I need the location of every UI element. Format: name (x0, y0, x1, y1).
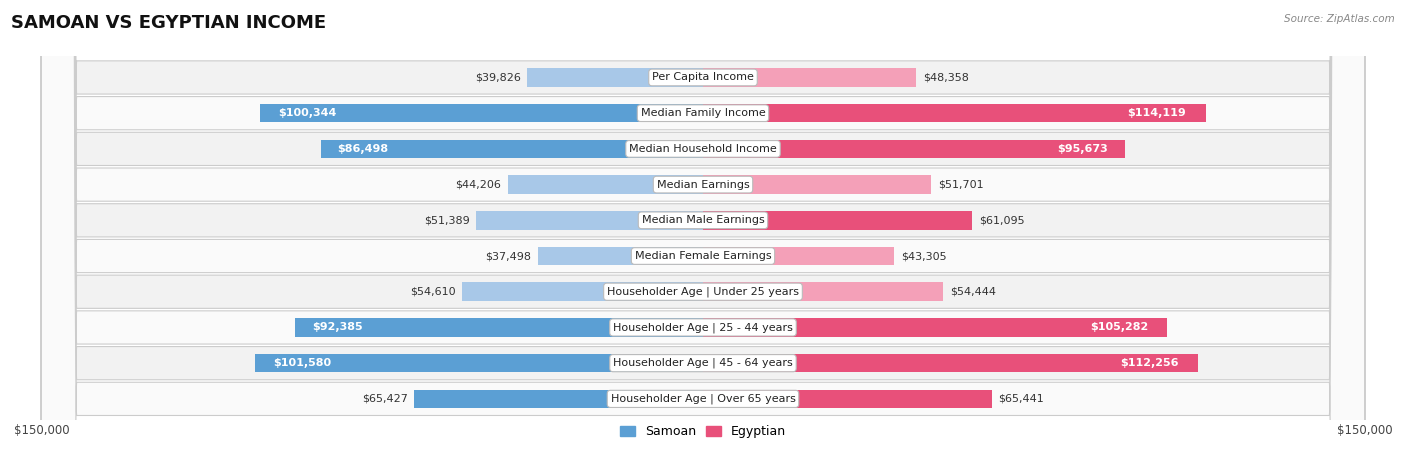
Text: $39,826: $39,826 (475, 72, 520, 83)
Text: $61,095: $61,095 (979, 215, 1025, 225)
Bar (703, 283, 943, 301)
FancyBboxPatch shape (41, 0, 1365, 467)
Bar (703, 247, 894, 265)
Text: $43,305: $43,305 (901, 251, 946, 261)
FancyBboxPatch shape (41, 0, 1365, 467)
Text: Median Household Income: Median Household Income (628, 144, 778, 154)
Bar (703, 389, 991, 408)
FancyBboxPatch shape (41, 0, 1365, 467)
Bar (703, 104, 1206, 122)
Bar (260, 104, 703, 122)
Text: $65,427: $65,427 (361, 394, 408, 404)
Text: $86,498: $86,498 (336, 144, 388, 154)
FancyBboxPatch shape (41, 0, 1365, 467)
Text: Median Family Income: Median Family Income (641, 108, 765, 118)
Text: Median Earnings: Median Earnings (657, 180, 749, 190)
Text: $48,358: $48,358 (922, 72, 969, 83)
Bar (463, 283, 703, 301)
Bar (537, 247, 703, 265)
FancyBboxPatch shape (41, 0, 1365, 467)
Bar (703, 211, 973, 230)
Text: Householder Age | Over 65 years: Householder Age | Over 65 years (610, 394, 796, 404)
Text: $92,385: $92,385 (312, 322, 363, 333)
Text: Median Male Earnings: Median Male Earnings (641, 215, 765, 225)
Text: Median Female Earnings: Median Female Earnings (634, 251, 772, 261)
Text: $51,389: $51,389 (425, 215, 470, 225)
Bar (703, 318, 1167, 337)
Bar (254, 354, 703, 373)
Text: Householder Age | 45 - 64 years: Householder Age | 45 - 64 years (613, 358, 793, 368)
FancyBboxPatch shape (41, 0, 1365, 467)
Text: $114,119: $114,119 (1128, 108, 1187, 118)
Text: $54,444: $54,444 (950, 287, 995, 297)
Text: $51,701: $51,701 (938, 180, 983, 190)
Text: $44,206: $44,206 (456, 180, 502, 190)
FancyBboxPatch shape (41, 0, 1365, 467)
Text: $65,441: $65,441 (998, 394, 1045, 404)
Bar (477, 211, 703, 230)
Bar (295, 318, 703, 337)
Bar (703, 68, 917, 87)
Text: $95,673: $95,673 (1057, 144, 1108, 154)
Bar (415, 389, 703, 408)
Bar (322, 140, 703, 158)
Text: Householder Age | Under 25 years: Householder Age | Under 25 years (607, 286, 799, 297)
Text: $54,610: $54,610 (411, 287, 456, 297)
Bar (527, 68, 703, 87)
Text: Source: ZipAtlas.com: Source: ZipAtlas.com (1284, 14, 1395, 24)
Bar (703, 354, 1198, 373)
FancyBboxPatch shape (41, 0, 1365, 467)
Text: $37,498: $37,498 (485, 251, 531, 261)
FancyBboxPatch shape (41, 0, 1365, 467)
Bar (703, 140, 1125, 158)
Text: $101,580: $101,580 (273, 358, 330, 368)
Text: $112,256: $112,256 (1119, 358, 1178, 368)
Text: Householder Age | 25 - 44 years: Householder Age | 25 - 44 years (613, 322, 793, 333)
Legend: Samoan, Egyptian: Samoan, Egyptian (614, 420, 792, 443)
FancyBboxPatch shape (41, 0, 1365, 467)
Text: $100,344: $100,344 (278, 108, 336, 118)
Text: $105,282: $105,282 (1091, 322, 1149, 333)
Bar (703, 175, 931, 194)
Text: SAMOAN VS EGYPTIAN INCOME: SAMOAN VS EGYPTIAN INCOME (11, 14, 326, 32)
Text: Per Capita Income: Per Capita Income (652, 72, 754, 83)
Bar (508, 175, 703, 194)
